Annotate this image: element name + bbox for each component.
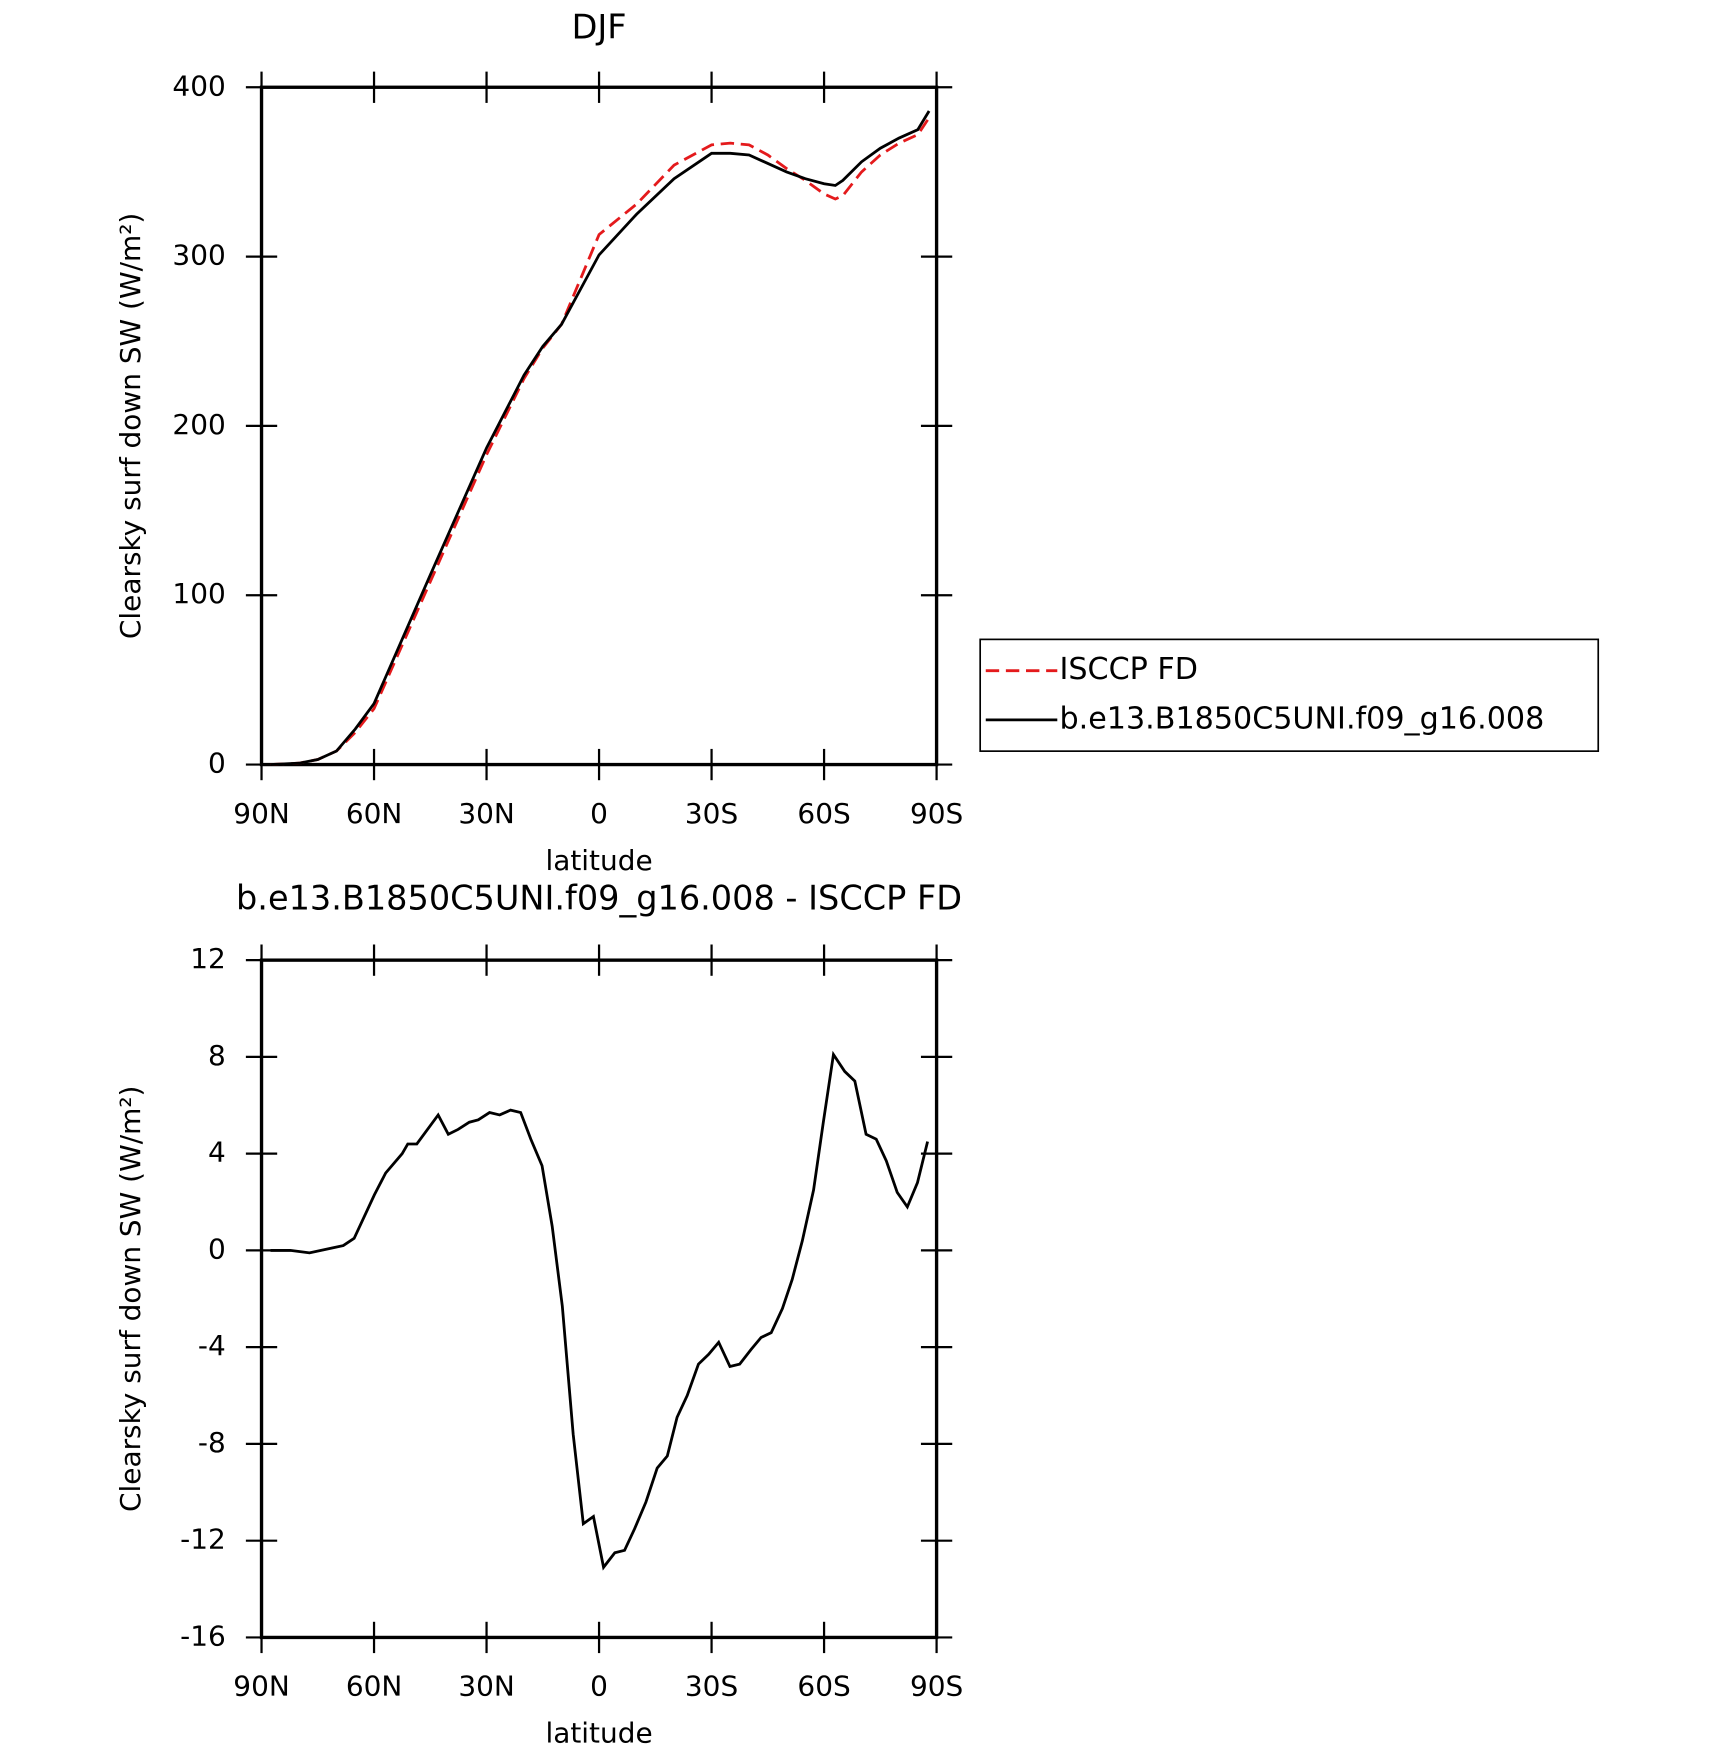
x-tick-label: 0 xyxy=(590,1670,608,1703)
y-tick-label: 0 xyxy=(208,747,226,780)
line-series xyxy=(270,116,931,766)
x-tick-label: 90S xyxy=(910,797,963,830)
x-tick-label: 30N xyxy=(458,1670,514,1703)
x-tick-label: 60N xyxy=(346,1670,402,1703)
y-tick-label: 12 xyxy=(190,942,226,975)
chart-title: DJF xyxy=(572,8,627,47)
x-tick-label: 60N xyxy=(346,797,402,830)
x-tick-label: 90N xyxy=(233,797,289,830)
y-tick-label: 200 xyxy=(172,408,225,441)
y-tick-label: 4 xyxy=(208,1136,226,1169)
y-axis-label: Clearsky surf down SW (W/m²) xyxy=(114,213,147,639)
x-tick-label: 30N xyxy=(458,797,514,830)
legend-label: b.e13.B1850C5UNI.f09_g16.008 xyxy=(1060,701,1545,736)
x-tick-label: 90N xyxy=(233,1670,289,1703)
legend-box xyxy=(979,638,1600,752)
y-tick-label: 100 xyxy=(172,577,225,610)
y-tick-label: 400 xyxy=(172,69,225,102)
x-axis-label: latitude xyxy=(545,1717,652,1750)
plot-frame xyxy=(259,85,939,767)
x-tick-label: 30S xyxy=(685,1670,738,1703)
line-series xyxy=(270,110,931,766)
x-tick-label: 60S xyxy=(797,1670,850,1703)
y-tick-label: -12 xyxy=(180,1523,226,1556)
y-axis-label: Clearsky surf down SW (W/m²) xyxy=(114,1086,147,1512)
y-tick-label: 0 xyxy=(208,1232,226,1265)
x-tick-label: 60S xyxy=(797,797,850,830)
chart-title: b.e13.B1850C5UNI.f09_g16.008 - ISCCP FD xyxy=(236,878,962,917)
y-tick-label: -16 xyxy=(180,1619,226,1652)
line-series xyxy=(270,1050,929,1571)
y-tick-label: 300 xyxy=(172,239,225,272)
y-tick-label: -4 xyxy=(198,1329,226,1362)
x-tick-label: 90S xyxy=(910,1670,963,1703)
legend-label: ISCCP FD xyxy=(1060,652,1199,687)
plot-frame xyxy=(259,958,939,1640)
x-tick-label: 30S xyxy=(685,797,738,830)
x-tick-label: 0 xyxy=(590,797,608,830)
x-axis-label: latitude xyxy=(545,844,652,877)
y-tick-label: 8 xyxy=(208,1039,226,1072)
y-tick-label: -8 xyxy=(198,1426,226,1459)
